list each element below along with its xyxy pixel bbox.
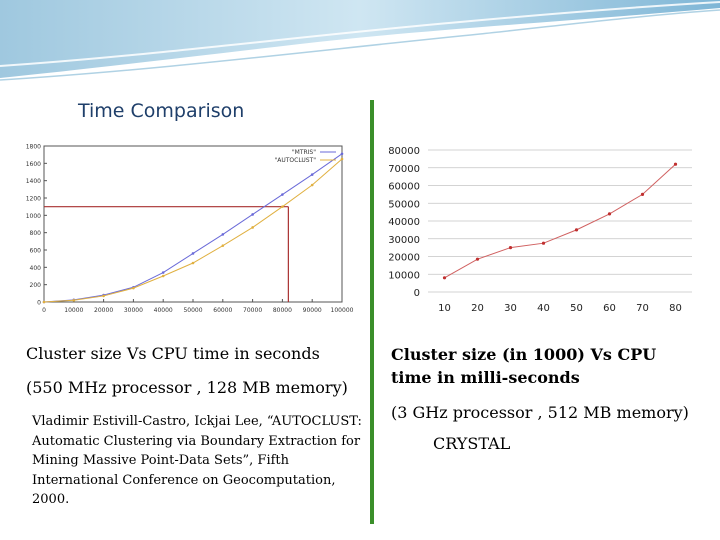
- x-tick-label: 50: [570, 303, 583, 314]
- series-2-point: [221, 244, 225, 247]
- series-line-1: [444, 163, 676, 279]
- vertical-divider: [370, 100, 374, 524]
- series-2-point: [72, 298, 76, 302]
- x-tick-label: 10: [438, 303, 451, 314]
- x-tick-label: 70000: [243, 307, 262, 314]
- y-tick-label: 60000: [388, 182, 420, 193]
- series-2-point: [281, 205, 284, 208]
- data-point: [475, 257, 480, 261]
- left-caption: Cluster size Vs CPU time in seconds: [26, 344, 320, 363]
- y-tick-label: 800: [30, 230, 42, 237]
- y-tick-label: 10000: [388, 270, 420, 281]
- left-cpu-time-chart: 0 200 400 600 800 1000 1200 1400 1600 1800 0 10000 2…: [18, 138, 356, 318]
- data-point: [607, 212, 612, 216]
- y-tick-label: 70000: [388, 164, 420, 175]
- y-tick-label: 1400: [26, 178, 41, 185]
- y-tick-label: 80000: [388, 146, 420, 157]
- data-point: [541, 241, 546, 245]
- y-tick-label: 1600: [26, 161, 41, 168]
- x-tick-label: 30: [504, 303, 517, 314]
- y-tick-label: 30000: [388, 235, 420, 246]
- left-citation: Vladimir Estivill-Castro, Ickjai Lee, “A…: [32, 414, 362, 507]
- x-tick-label: 20000: [94, 307, 113, 314]
- series-1-point: [221, 233, 225, 236]
- series-2-point: [132, 286, 135, 290]
- data-point: [442, 276, 447, 280]
- y-tick-label: 0: [414, 288, 420, 299]
- series-1-point: [281, 193, 284, 196]
- header-wave-decoration: [0, 0, 720, 81]
- y-tick-label: 1800: [26, 144, 41, 151]
- series-2-point: [310, 183, 314, 187]
- y-tick-label: 40000: [388, 217, 420, 228]
- data-point: [574, 228, 579, 232]
- series-1-point: [310, 173, 314, 176]
- series-line-2: [43, 158, 343, 303]
- x-tick-label: 40: [537, 303, 550, 314]
- y-tick-label: 1000: [26, 213, 41, 220]
- x-tick-label: 30000: [124, 307, 143, 314]
- y-tick-label: 1200: [26, 196, 41, 203]
- x-tick-label: 80: [669, 303, 682, 314]
- right-cpu-time-chart: 0 10000 20000 30000 40000 50000 60000 70000 8000…: [378, 138, 700, 320]
- x-tick-label: 0: [42, 307, 46, 314]
- legend-label-1: "MTRIS": [292, 149, 316, 156]
- y-tick-label: 400: [30, 265, 42, 272]
- right-processor-spec: (3 GHz processor , 512 MB memory): [391, 403, 689, 422]
- series-2-point: [42, 300, 46, 304]
- data-point: [508, 246, 513, 250]
- y-tick-label: 0: [37, 300, 41, 307]
- series-2-point: [102, 294, 105, 298]
- series-1-point: [251, 213, 254, 216]
- y-tick-label: 600: [30, 248, 42, 255]
- x-tick-label: 90000: [303, 307, 322, 314]
- y-tick-label: 20000: [388, 253, 420, 264]
- y-tick-label: 50000: [388, 199, 420, 210]
- series-1-point: [191, 252, 195, 255]
- data-point: [640, 192, 645, 196]
- x-tick-label: 60000: [213, 307, 232, 314]
- x-tick-label: 70: [636, 303, 649, 314]
- x-tick-label: 50000: [183, 307, 202, 314]
- left-processor-spec: (550 MHz processor , 128 MB memory): [26, 378, 348, 397]
- y-tick-label: 200: [30, 282, 42, 289]
- right-system-name: CRYSTAL: [433, 434, 511, 453]
- data-point: [673, 162, 678, 166]
- x-tick-label: 60: [603, 303, 616, 314]
- x-tick-label: 10000: [64, 307, 83, 314]
- x-tick-label: 80000: [273, 307, 292, 314]
- series-1-point: [340, 152, 344, 156]
- right-caption: Cluster size (in 1000) Vs CPU time in mi…: [391, 345, 657, 387]
- series-2-point: [251, 226, 254, 229]
- slide-title: Time Comparison: [78, 100, 245, 122]
- series-1-point: [161, 271, 165, 274]
- series-2-point: [161, 274, 165, 278]
- legend-label-2: "AUTOCLUST": [274, 157, 316, 164]
- x-tick-label: 100000: [331, 307, 354, 314]
- series-line-1: [43, 153, 343, 303]
- series-2-point: [340, 157, 344, 161]
- plot-frame: [43, 145, 343, 303]
- x-tick-label: 40000: [154, 307, 173, 314]
- series-2-point: [191, 261, 195, 265]
- x-tick-label: 20: [471, 303, 484, 314]
